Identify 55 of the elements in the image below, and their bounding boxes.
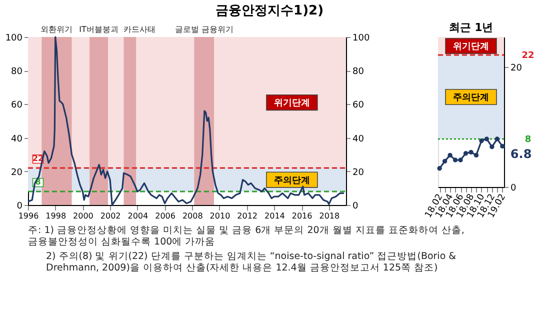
y2-tick-label: 20 xyxy=(510,64,522,74)
ref-line-label: 8 xyxy=(524,135,532,145)
x-tick-label: 2006 xyxy=(155,212,176,220)
x-tick-label: 2008 xyxy=(182,212,203,220)
point xyxy=(494,136,500,142)
text: 2) 주의(8) 및 위기(22) 단계를 구분하는 임계치는 “noise-to-signal ratio” 접근방법(Borio & Drehmann, 2009)을 이용하여 산출(자세한 내용은 12.4월 금융안정보고서 125쪽 참조) xyxy=(46,251,457,274)
band-label: 주의단계 xyxy=(274,176,310,186)
y2-tick-label: 80 xyxy=(352,67,364,78)
band-label: 주의단계 xyxy=(453,93,489,103)
y2-tick-label: 40 xyxy=(352,134,364,144)
point xyxy=(479,138,484,144)
band-label: 외환위기 xyxy=(40,25,73,34)
band-label: IT버블붕괴 xyxy=(79,25,118,34)
point xyxy=(490,144,494,150)
point xyxy=(458,158,463,162)
point xyxy=(452,158,458,162)
y-tick-label: 20 xyxy=(11,168,23,178)
x-tick-label: 2002 xyxy=(100,212,121,220)
point xyxy=(442,158,448,164)
x-tick-label: 2018 xyxy=(319,212,340,220)
point xyxy=(500,144,505,149)
y2-tick-label: 0 xyxy=(352,202,358,212)
chart-title: 금융안정지수1)2) xyxy=(216,3,324,18)
data-label: 6.8 xyxy=(510,147,532,162)
point xyxy=(468,150,474,155)
y2-tick-label: 60 xyxy=(352,100,364,111)
x-tick-label: 1996 xyxy=(18,212,39,220)
chart-title: 최근 1년 xyxy=(448,20,494,34)
point xyxy=(484,136,490,142)
x-tick-label: 2010 xyxy=(210,212,230,220)
y-tick-label: 80 xyxy=(11,67,23,78)
x-tick-label: 2000 xyxy=(73,212,94,220)
band-label: 카드사태 xyxy=(124,25,156,34)
y-tick-label: 100 xyxy=(5,34,23,44)
point xyxy=(474,152,479,158)
point xyxy=(448,152,452,158)
y-tick-label: 60 xyxy=(11,100,23,111)
band-label: 위기단계 xyxy=(274,98,310,109)
y2-tick-label: 20 xyxy=(352,168,364,178)
y2-tick-label: 0 xyxy=(510,184,516,194)
line-series xyxy=(27,36,345,206)
x-tick-label: 1998 xyxy=(46,212,66,220)
point xyxy=(437,166,442,171)
band-label: 글로벌 금융위기 xyxy=(174,25,234,34)
y-tick-label: 40 xyxy=(11,134,23,144)
x-tick-label: 2004 xyxy=(128,212,148,220)
point xyxy=(463,151,468,156)
y2-tick-label: 100 xyxy=(352,34,370,44)
text: 주: 1) 금융안정상황에 영향을 미치는 실물 및 금융 6개 부문의 20개 월별 지표를 표준화하여 산출, 금융불안정성이 심화될수록 100에 가까움 xyxy=(28,225,464,248)
x-tick-label: 2016 xyxy=(292,212,312,220)
x-tick-label: 2012 xyxy=(237,212,258,220)
x-tick-label: 2014 xyxy=(264,212,285,220)
y-tick-label: 0 xyxy=(16,202,23,212)
ref-line-label: 22 xyxy=(522,51,534,61)
band-label: 위기단계 xyxy=(453,42,489,52)
